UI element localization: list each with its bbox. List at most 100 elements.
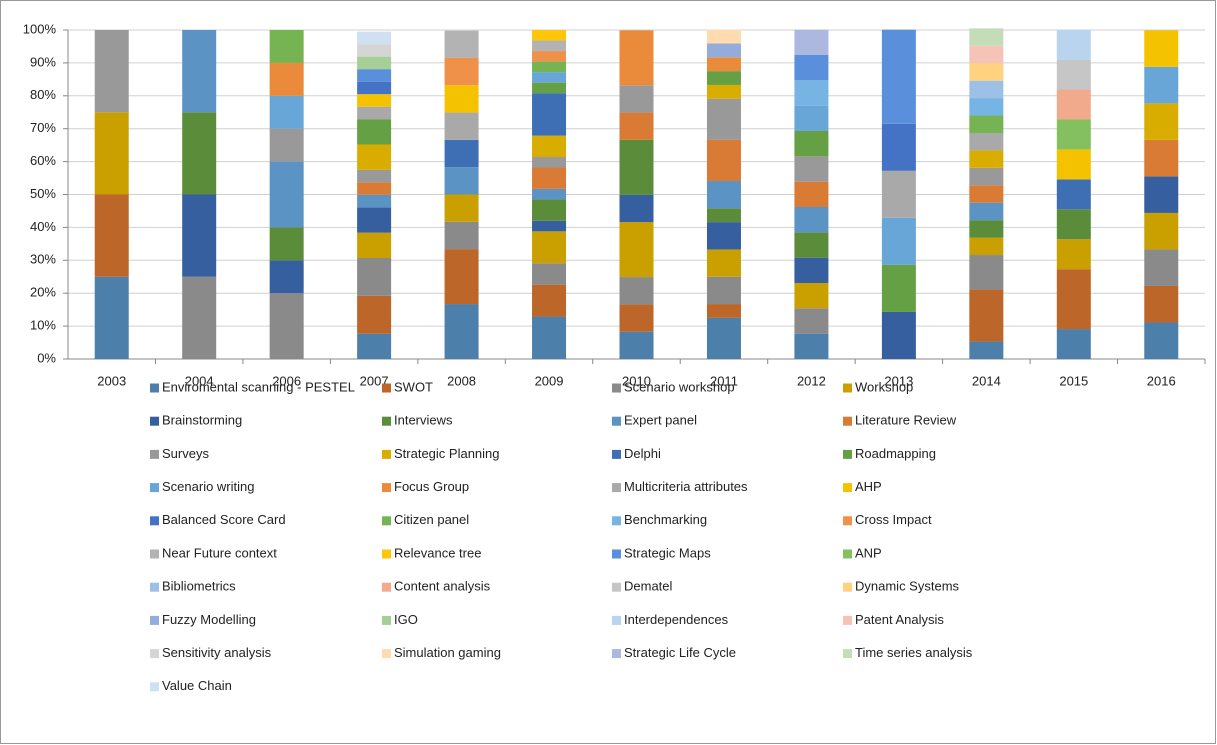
x-tick-label: 2010 [622, 373, 651, 388]
bar-segment [94, 276, 129, 359]
bar-segment [881, 123, 916, 171]
legend-swatch [382, 582, 391, 592]
bar-segment [532, 61, 567, 73]
y-tick-label: 20% [30, 285, 56, 300]
legend-label: Near Future context [162, 545, 277, 560]
bar-segment [1056, 59, 1091, 90]
legend-swatch [382, 483, 391, 493]
bar-segment [532, 316, 567, 359]
y-tick-label: 60% [30, 153, 56, 168]
bar-segment [706, 98, 741, 140]
bar-segment [969, 28, 1004, 46]
bar-segment [444, 30, 479, 58]
bar-segment [619, 30, 654, 86]
bar-segment [269, 62, 304, 96]
bar-segment [444, 304, 479, 359]
bar-segment [794, 283, 829, 309]
bar-segment [794, 29, 829, 56]
legend-swatch [150, 383, 159, 393]
legend-swatch [843, 549, 852, 559]
bar-segment [94, 30, 129, 113]
bar-segment [357, 194, 392, 208]
bar-segment [881, 217, 916, 265]
legend-label: Value Chain [162, 678, 232, 693]
bar-segment [969, 220, 1004, 238]
bar-segment [1144, 139, 1179, 177]
x-tick-label: 2016 [1147, 373, 1176, 388]
legend-label: Strategic Life Cycle [624, 645, 736, 660]
legend-label: Citizen panel [394, 512, 469, 527]
y-tick-label: 100% [23, 21, 57, 36]
bar-segment [1056, 119, 1091, 150]
bar-segment [619, 222, 654, 278]
bar-segment [969, 289, 1004, 342]
legend-label: Literature Review [855, 413, 957, 428]
bar-segment [969, 45, 1004, 64]
legend-label: Brainstorming [162, 413, 242, 428]
bar-segment [619, 139, 654, 195]
bar-segment [1056, 149, 1091, 180]
bar-segment [969, 80, 1004, 99]
legend-swatch [612, 449, 621, 459]
legend-label: Sensitivity analysis [162, 645, 272, 660]
bar-segment [881, 264, 916, 312]
bar-segment [1144, 322, 1179, 359]
y-tick-label: 30% [30, 252, 56, 267]
legend-swatch [150, 682, 159, 692]
bar-segment [794, 80, 829, 106]
bar-segment [969, 167, 1004, 186]
bar-segment [794, 308, 829, 334]
x-tick-label: 2009 [535, 373, 564, 388]
legend-label: Bibliometrics [162, 579, 236, 594]
bar-segment [706, 181, 741, 209]
bar-segment [1056, 89, 1091, 120]
bar-segment [881, 29, 916, 124]
legend-label: Relevance tree [394, 545, 481, 560]
legend-label: Balanced Score Card [162, 512, 286, 527]
bar-segment [706, 84, 741, 99]
bar-segment [1056, 269, 1091, 330]
legend-label: Dematel [624, 579, 673, 594]
legend-swatch [843, 483, 852, 493]
bar-segment [444, 167, 479, 195]
legend-swatch [150, 582, 159, 592]
bar-segment [532, 199, 567, 221]
bar-segment [532, 72, 567, 83]
x-tick-label: 2015 [1059, 373, 1088, 388]
bar-segment [794, 257, 829, 284]
legend-label: SWOT [394, 379, 433, 394]
bar-segment [706, 276, 741, 305]
legend-label: Delphi [624, 446, 661, 461]
bar-segment [357, 144, 392, 170]
legend-swatch [843, 615, 852, 625]
bar-segment [969, 341, 1004, 359]
bar-segment [532, 231, 567, 264]
x-tick-label: 2004 [185, 373, 214, 388]
bar-segment [532, 93, 567, 136]
legend-swatch [382, 416, 391, 426]
y-tick-label: 0% [37, 350, 56, 365]
legend-label: Time series analysis [855, 645, 973, 660]
bar-segment [969, 98, 1004, 116]
bar-segment [881, 311, 916, 359]
bar-segment [1144, 30, 1179, 67]
bar-segment [706, 43, 741, 58]
legend-label: IGO [394, 612, 418, 627]
bar-segment [357, 119, 392, 145]
bar-segment [357, 295, 392, 334]
bar-segment [444, 139, 479, 168]
x-tick-label: 2008 [447, 373, 476, 388]
legend-label: Focus Group [394, 479, 469, 494]
bar-segment [444, 112, 479, 140]
bar-segment [357, 44, 392, 57]
bar-segment [269, 30, 304, 63]
bar-segment [357, 31, 392, 45]
bar-segment [969, 255, 1004, 290]
bar-segment [794, 232, 829, 258]
legend-label: Strategic Maps [624, 545, 711, 560]
bar-segment [969, 202, 1004, 221]
bar-segment [269, 95, 304, 129]
legend-swatch [843, 416, 852, 426]
legend-swatch [150, 449, 159, 459]
legend-swatch [150, 615, 159, 625]
